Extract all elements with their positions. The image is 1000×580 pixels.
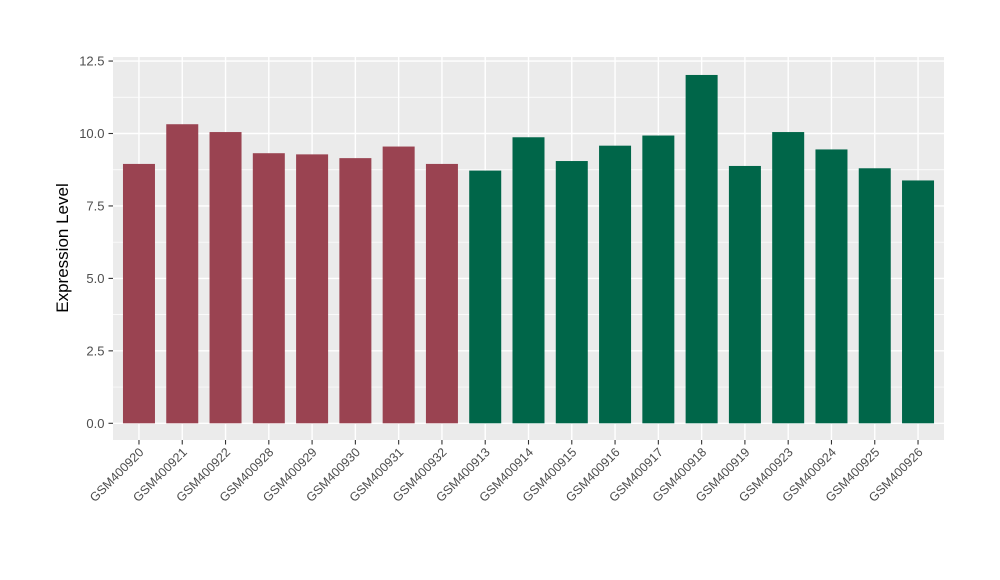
bar-GSM400916 bbox=[599, 145, 632, 424]
bar-GSM400932 bbox=[425, 163, 458, 424]
bar-GSM400930 bbox=[339, 158, 372, 424]
bar-GSM400928 bbox=[252, 153, 285, 424]
y-tick-label-12.5: 12.5 bbox=[79, 54, 104, 69]
bar-GSM400921 bbox=[166, 124, 199, 424]
bar-GSM400918 bbox=[685, 74, 718, 424]
y-tick-label-10.0: 10.0 bbox=[79, 126, 104, 141]
y-axis-title: Expression Level bbox=[53, 183, 72, 312]
y-tick-label-7.5: 7.5 bbox=[86, 199, 104, 214]
bar-GSM400913 bbox=[469, 170, 502, 424]
bar-GSM400923 bbox=[772, 132, 805, 424]
bar-GSM400919 bbox=[728, 165, 761, 424]
bars bbox=[122, 74, 935, 424]
bar-GSM400931 bbox=[382, 146, 415, 424]
bar-GSM400926 bbox=[902, 180, 935, 424]
y-tick-label-0.0: 0.0 bbox=[86, 416, 104, 431]
y-tick-label-5.0: 5.0 bbox=[86, 271, 104, 286]
bar-GSM400929 bbox=[296, 154, 329, 424]
bar-GSM400920 bbox=[122, 163, 155, 424]
bar-GSM400917 bbox=[642, 135, 675, 424]
y-tick-label-2.5: 2.5 bbox=[86, 343, 104, 358]
bar-GSM400922 bbox=[209, 132, 242, 424]
bar-GSM400915 bbox=[555, 161, 588, 424]
bar-GSM400924 bbox=[815, 149, 848, 424]
bar-GSM400914 bbox=[512, 137, 545, 424]
bar-GSM400925 bbox=[858, 168, 891, 424]
